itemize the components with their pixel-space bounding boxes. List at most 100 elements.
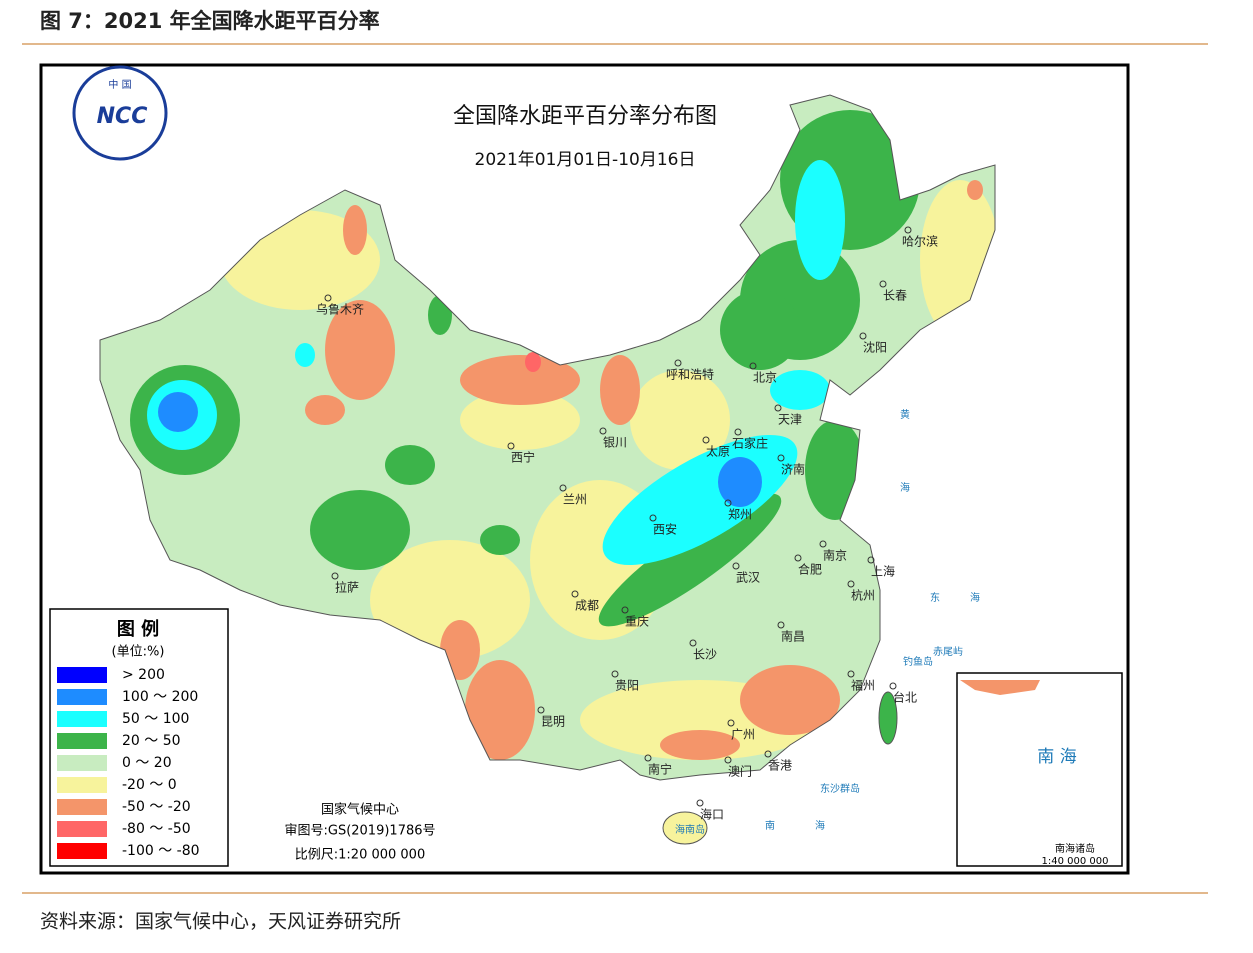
city-marker — [819, 540, 827, 548]
precip-region — [525, 352, 541, 372]
city-label: 长春 — [883, 289, 907, 303]
city-label: 台北 — [893, 690, 917, 705]
city-label: 成都 — [575, 599, 599, 613]
place-label: 黄 — [900, 408, 910, 421]
precip-region — [305, 395, 345, 425]
precip-region — [480, 525, 520, 555]
legend-label: 100 ～ 200 — [122, 689, 198, 705]
city-label: 济南 — [781, 462, 805, 477]
city-marker — [749, 362, 757, 370]
city-marker — [847, 670, 855, 678]
precip-region — [460, 355, 580, 405]
city-label: 乌鲁木齐 — [316, 302, 364, 317]
precip-region — [465, 660, 535, 760]
city-label: 南昌 — [781, 629, 805, 644]
city-marker — [674, 359, 682, 367]
city-marker — [734, 428, 742, 436]
city-marker — [507, 442, 515, 450]
city-marker — [724, 756, 732, 764]
credit-line: 国家气候中心 — [321, 802, 399, 818]
place-label: 东 — [930, 591, 940, 604]
city-marker — [611, 670, 619, 678]
place-label: 海 — [970, 591, 980, 604]
inset-title: 南海诸岛 — [1055, 842, 1095, 855]
legend-label: > 200 — [122, 667, 165, 683]
inset-box — [956, 672, 1123, 867]
precip-region — [460, 390, 580, 450]
precip-region — [600, 355, 640, 425]
precip-region — [310, 490, 410, 570]
place-label: 海 — [815, 819, 825, 832]
logo-ring — [72, 65, 168, 161]
city-label: 香港 — [768, 759, 792, 773]
city-marker — [537, 706, 545, 714]
city-marker — [702, 436, 710, 444]
precip-region — [740, 665, 840, 735]
precip-region — [598, 493, 782, 627]
city-marker — [331, 572, 339, 580]
city-label: 贵阳 — [615, 679, 639, 693]
city-label: 拉萨 — [335, 580, 359, 595]
city-marker — [777, 621, 785, 629]
city-label: 西宁 — [511, 450, 535, 465]
legend-label: 20 ～ 50 — [122, 733, 181, 749]
country-outline — [99, 94, 996, 781]
city-label: 重庆 — [625, 615, 649, 629]
legend-swatch — [57, 667, 107, 683]
city-marker — [559, 484, 567, 492]
map-title: 全国降水距平百分率分布图 — [453, 104, 717, 129]
city-label: 昆明 — [541, 715, 565, 729]
legend-swatch — [57, 755, 107, 771]
logo-text: NCC — [97, 104, 148, 129]
city-marker — [764, 750, 772, 758]
city-marker — [904, 226, 912, 234]
place-label: 南 — [765, 819, 775, 832]
place-label: 钓鱼岛 — [903, 655, 933, 668]
legend-label: 0 ～ 20 — [122, 755, 172, 771]
precip-region — [385, 445, 435, 485]
credit-line: 审图号:GS(2019)1786号 — [284, 824, 435, 839]
city-label: 福州 — [851, 678, 875, 693]
inset-sea: 南 海 — [1037, 747, 1076, 767]
city-marker — [889, 682, 897, 690]
city-marker — [324, 294, 332, 302]
hainan — [662, 811, 708, 845]
city-label: 沈阳 — [863, 340, 887, 355]
city-label: 上海 — [871, 564, 895, 579]
city-label: 北京 — [753, 371, 777, 385]
city-label: 天津 — [778, 413, 802, 427]
city-marker — [847, 580, 855, 588]
city-marker — [732, 562, 740, 570]
source-note: 资料来源：国家气候中心，天风证券研究所 — [40, 911, 401, 933]
legend-title: 图 例 — [117, 618, 159, 640]
legend-label: -80 ～ -50 — [122, 821, 191, 837]
city-label: 南宁 — [648, 762, 672, 777]
islands — [662, 691, 898, 845]
legend-swatch — [57, 843, 107, 859]
legend-swatch — [57, 799, 107, 815]
city-label: 郑州 — [728, 507, 752, 522]
map-subtitle: 2021年01月01日-10月16日 — [475, 150, 696, 170]
place-label: 赤尾屿 — [933, 646, 963, 658]
city-marker — [859, 332, 867, 340]
city-label: 澳门 — [728, 764, 752, 779]
city-label: 海口 — [700, 807, 724, 822]
legend-swatch — [57, 821, 107, 837]
precip-region — [158, 392, 198, 432]
city-label: 广州 — [731, 728, 755, 742]
precip-region — [795, 160, 845, 280]
city-marker — [599, 427, 607, 435]
city-label: 长沙 — [693, 648, 717, 662]
precip-region — [720, 290, 800, 370]
city-marker — [777, 454, 785, 462]
legend-swatch — [57, 711, 107, 727]
city-marker — [689, 639, 697, 647]
city-label: 兰州 — [563, 493, 587, 507]
city-label: 合肥 — [798, 562, 822, 577]
precip-region — [630, 370, 730, 470]
logo-top: 中 国 — [108, 78, 131, 91]
city-label: 西安 — [653, 522, 677, 537]
legend-swatch — [57, 689, 107, 705]
